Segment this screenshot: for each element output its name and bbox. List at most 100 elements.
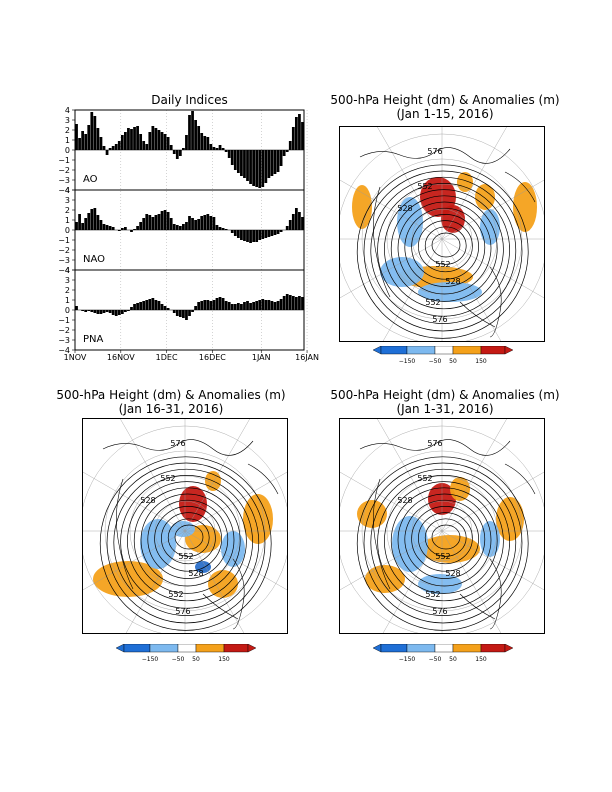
bar-ao	[127, 128, 130, 150]
coastline	[489, 558, 502, 630]
bar-pna	[133, 304, 136, 310]
bar-ao	[154, 128, 158, 150]
bar-pna	[285, 294, 289, 310]
bar-pna	[191, 310, 194, 312]
bar-ao	[182, 148, 185, 150]
bar-ao	[90, 112, 94, 150]
bar-pna	[301, 297, 304, 310]
y-tick-label: 2	[65, 206, 70, 215]
bar-ao	[163, 134, 167, 150]
anomaly-positive	[513, 182, 537, 232]
bar-nao	[197, 219, 201, 230]
contour-label: 552	[425, 298, 440, 307]
bar-pna	[267, 300, 271, 310]
bar-pna	[252, 302, 255, 310]
bar-ao	[175, 150, 179, 159]
colorbar-label: −50	[429, 358, 442, 365]
bar-nao	[93, 208, 97, 230]
anomaly-positive	[475, 184, 495, 210]
colorbar-arrow-left	[373, 346, 382, 355]
height-contour	[377, 183, 510, 317]
bar-pna	[93, 310, 97, 313]
meridian	[382, 530, 443, 633]
bar-ao	[111, 146, 115, 150]
bar-pna	[291, 296, 295, 310]
colorbar-arrow-left	[373, 644, 382, 653]
height-contour	[99, 456, 272, 631]
colorbar-label: −50	[429, 656, 442, 663]
contour-label: 528	[140, 496, 155, 505]
bar-ao	[130, 129, 133, 150]
height-contour	[370, 176, 517, 324]
bar-nao	[218, 227, 222, 230]
colorbar-jan16-31: −150 −50 50 150	[116, 644, 256, 663]
coastline	[116, 478, 134, 590]
anomaly-positive	[352, 185, 372, 229]
bar-nao	[236, 230, 240, 238]
bar-ao	[212, 147, 216, 150]
bar-pna	[221, 298, 225, 310]
bar-pna	[261, 299, 265, 310]
bar-pna	[282, 296, 286, 310]
coastline	[373, 478, 391, 590]
height-contour	[377, 475, 510, 609]
y-tick-label: −1	[58, 316, 70, 325]
bar-nao	[191, 218, 194, 230]
height-contour	[390, 195, 498, 302]
bar-nao	[172, 224, 176, 230]
bar-nao	[120, 228, 124, 230]
colorbar-arrow-right	[247, 644, 256, 653]
bar-pna	[185, 310, 188, 320]
index-label-pna: PNA	[83, 334, 104, 345]
colorbar-arrow-left	[116, 644, 125, 653]
height-contour	[424, 518, 467, 557]
bar-ao	[157, 130, 161, 150]
coastlines	[102, 439, 279, 630]
coastline	[359, 439, 511, 456]
x-tick-label: 16NOV	[107, 353, 135, 362]
anomaly-negative	[480, 521, 500, 557]
bar-pna	[139, 302, 143, 310]
height-contour	[390, 487, 498, 594]
bar-nao	[169, 218, 173, 230]
y-tick-label: 0	[65, 146, 70, 155]
x-tick-label: 16JAN	[295, 353, 319, 362]
bar-nao	[166, 212, 170, 230]
bar-nao	[117, 230, 121, 231]
height-contour	[397, 201, 492, 295]
meridian	[382, 238, 443, 341]
bar-nao	[185, 222, 188, 230]
bar-nao	[102, 224, 106, 230]
bar-ao	[233, 150, 237, 170]
bar-ao	[81, 131, 85, 150]
bar-ao	[298, 114, 301, 150]
bar-nao	[108, 226, 112, 230]
contour-label: 552	[425, 590, 440, 599]
bar-ao	[75, 124, 78, 150]
anomaly-negative	[397, 197, 423, 247]
bar-ao	[270, 150, 274, 176]
bar-pna	[249, 303, 252, 310]
bar-nao	[81, 223, 85, 230]
bar-pna	[151, 298, 155, 310]
height-contour	[174, 524, 204, 550]
bar-ao	[99, 137, 103, 150]
colorbar-arrow-right	[504, 346, 513, 355]
bar-pna	[117, 310, 121, 315]
map-panel-jan1-31: 576 552 528 552 528 552 576	[339, 418, 545, 634]
bar-pna	[81, 310, 85, 311]
bar-pna	[294, 297, 298, 310]
bar-ao	[267, 150, 271, 178]
bar-ao	[279, 150, 283, 166]
bar-nao	[148, 215, 152, 230]
bar-nao	[249, 230, 252, 243]
contour-label: 552	[178, 552, 193, 561]
bar-ao	[105, 150, 109, 155]
bar-ao	[200, 133, 204, 150]
bar-ao	[108, 148, 112, 150]
bar-pna	[148, 299, 152, 310]
colorbar-label: −50	[172, 656, 185, 663]
bar-nao	[160, 211, 164, 230]
meridian	[184, 471, 287, 532]
